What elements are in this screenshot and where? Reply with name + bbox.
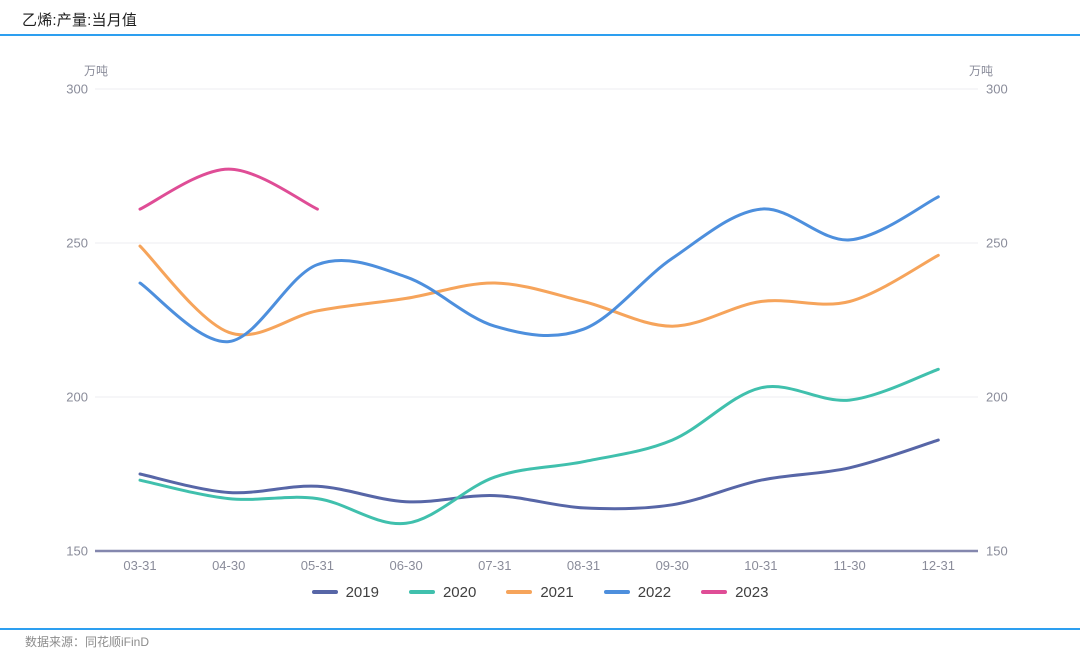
y-axis-unit-left: 万吨 — [84, 64, 109, 78]
series-line-2022 — [138, 195, 940, 344]
series-line-2020 — [138, 367, 940, 526]
x-tick-08-31: 08-31 — [567, 558, 600, 573]
y-tick-right-150: 150 — [986, 544, 1008, 559]
legend-label-2019: 2019 — [345, 583, 379, 601]
legend-item-2019[interactable]: 2019 — [311, 583, 379, 601]
y-tick-right-300: 300 — [986, 82, 1008, 97]
legend-label-2022: 2022 — [637, 583, 672, 601]
legend-label-2020: 2020 — [442, 583, 477, 601]
series-line-2023 — [138, 167, 319, 211]
x-tick-12-31: 12-31 — [922, 558, 955, 573]
y-tick-right-250: 250 — [986, 236, 1008, 251]
legend-item-2021[interactable]: 2021 — [506, 583, 574, 601]
y-axis-unit-right: 万吨 — [969, 64, 994, 78]
x-tick-05-31: 05-31 — [301, 558, 334, 573]
x-tick-10-31: 10-31 — [744, 558, 777, 573]
y-tick-right-200: 200 — [986, 390, 1008, 405]
header-divider — [0, 34, 1080, 36]
x-tick-07-31: 07-31 — [478, 558, 511, 573]
legend-marker-2020 — [408, 590, 435, 594]
x-tick-03-31: 03-31 — [123, 558, 156, 573]
legend-item-2023[interactable]: 2023 — [701, 584, 768, 601]
legend-item-2022[interactable]: 2022 — [603, 583, 672, 601]
page-title: 乙烯:产量:当月值 — [22, 12, 138, 29]
series-line-2021 — [138, 244, 940, 337]
legend-marker-2019 — [311, 590, 338, 594]
data-source: 数据来源：同花顺iFinD — [25, 635, 150, 649]
footer-divider — [0, 628, 1080, 630]
x-tick-06-30: 06-30 — [389, 558, 422, 573]
y-tick-left-150: 150 — [66, 544, 88, 559]
legend-marker-2021 — [506, 590, 533, 594]
legend-marker-2022 — [603, 590, 630, 594]
x-tick-11-30: 11-30 — [833, 558, 865, 573]
series-line-2019 — [138, 438, 940, 511]
chart-legend: 2019 2020 2021 2022 2023 — [0, 580, 1080, 604]
legend-label-2021: 2021 — [540, 583, 574, 601]
x-tick-09-30: 09-30 — [656, 558, 689, 573]
y-tick-left-250: 250 — [66, 236, 88, 251]
y-tick-left-200: 200 — [66, 390, 88, 405]
y-tick-left-300: 300 — [66, 82, 88, 97]
legend-label-2023: 2023 — [735, 583, 769, 601]
legend-marker-2023 — [701, 590, 728, 594]
legend-item-2020[interactable]: 2020 — [408, 583, 477, 601]
x-tick-04-30: 04-30 — [212, 558, 245, 573]
